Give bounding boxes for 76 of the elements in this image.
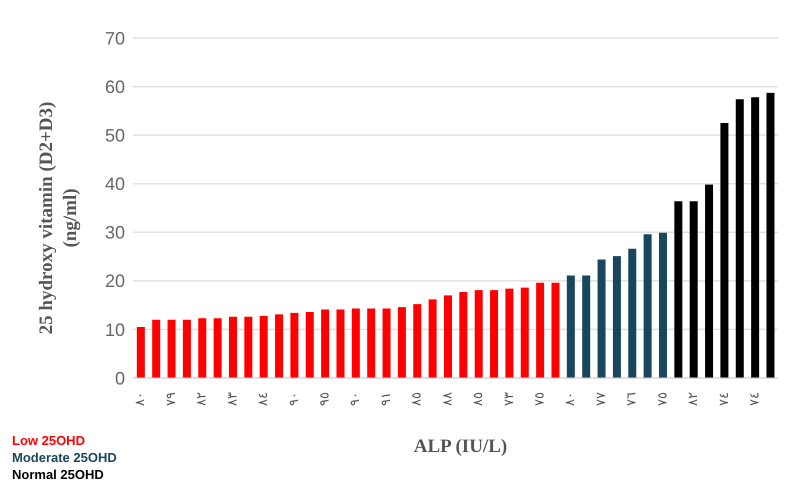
text: Low 25OHD: [12, 432, 86, 449]
bar: [490, 290, 498, 378]
bar: [306, 312, 314, 378]
bar: [566, 276, 575, 378]
x-tick-label: ٩٠: [286, 392, 302, 406]
x-tick-label: ٩٥: [317, 392, 332, 406]
bar: [736, 99, 744, 378]
y-tick-label: 0: [114, 368, 125, 388]
y-tick-label: 60: [104, 76, 125, 97]
x-tick-label: ٨٠: [563, 392, 578, 406]
x-tick-label: ٨٥: [471, 392, 486, 406]
x-tick-label: ٧٥: [532, 392, 548, 406]
bar: [551, 282, 560, 378]
y-tick-label: 20: [104, 271, 125, 292]
x-tick-label: ٧٧: [594, 392, 609, 406]
bar: [152, 320, 160, 378]
bar: [720, 123, 728, 378]
bar: [628, 248, 636, 378]
bar: [536, 282, 544, 378]
x-tick-label: ٨٤: [256, 392, 272, 406]
bar: [228, 316, 237, 378]
x-tick-label: ٩٠: [348, 392, 364, 406]
bar: [198, 318, 206, 378]
bar: [674, 201, 682, 378]
bar: [644, 234, 652, 378]
bar: [398, 307, 406, 378]
text: Moderate 25OHD: [12, 449, 117, 466]
x-tick-label: ٧٤: [747, 392, 762, 406]
bar: [459, 292, 468, 378]
bar: [766, 92, 774, 378]
text: Normal 25OHD: [12, 466, 105, 483]
bar: [428, 299, 437, 378]
bar: [598, 259, 606, 378]
x-tick-label: ٧٣: [502, 392, 517, 406]
bar: [168, 320, 176, 378]
bar: [520, 288, 529, 378]
x-tick-label: ٨٣: [225, 392, 240, 406]
bar: [290, 312, 298, 378]
y-tick-label: 70: [104, 28, 125, 48]
bar: [260, 316, 268, 378]
bar: [214, 318, 222, 378]
x-tick-label: ٧٤: [716, 392, 732, 406]
bar: [505, 288, 514, 378]
bar: [474, 290, 483, 378]
bar: [336, 310, 344, 378]
x-tick-label: ٨٥: [410, 392, 425, 406]
x-tick-label: ٨٠: [133, 392, 148, 406]
bar: [136, 327, 145, 378]
bar: [658, 232, 667, 378]
bar: [751, 97, 760, 378]
bar: [382, 308, 391, 378]
x-tick-label: ٧٩: [164, 392, 179, 406]
bar: [275, 314, 284, 378]
y-tick-label: 50: [104, 126, 125, 146]
y-axis-title: 25 hydroxy vitamin (D2+D3) (ng/ml): [36, 102, 81, 334]
bar: [413, 304, 422, 378]
y-tick-label: 30: [104, 222, 125, 243]
x-axis-title: ALP (IU/L): [412, 436, 508, 458]
bar: [321, 310, 330, 378]
bar: [612, 256, 621, 378]
bar: [367, 308, 376, 378]
y-tick-label: 40: [104, 174, 125, 194]
x-tick-label: ٨٨: [440, 392, 456, 406]
x-tick-label: ٨٢: [686, 392, 702, 406]
x-tick-label: ٨٢: [194, 392, 210, 406]
x-tick-label: ٧٥: [655, 392, 670, 406]
bar: [582, 276, 590, 378]
bar: [444, 295, 452, 378]
bar: [182, 320, 191, 378]
bar: [244, 316, 252, 378]
bar: [705, 184, 714, 378]
bar: [690, 201, 698, 378]
bar: [352, 308, 360, 378]
x-tick-label: ٩١: [378, 392, 394, 406]
y-tick-label: 10: [104, 320, 125, 340]
x-tick-label: ٧٦: [624, 392, 640, 406]
